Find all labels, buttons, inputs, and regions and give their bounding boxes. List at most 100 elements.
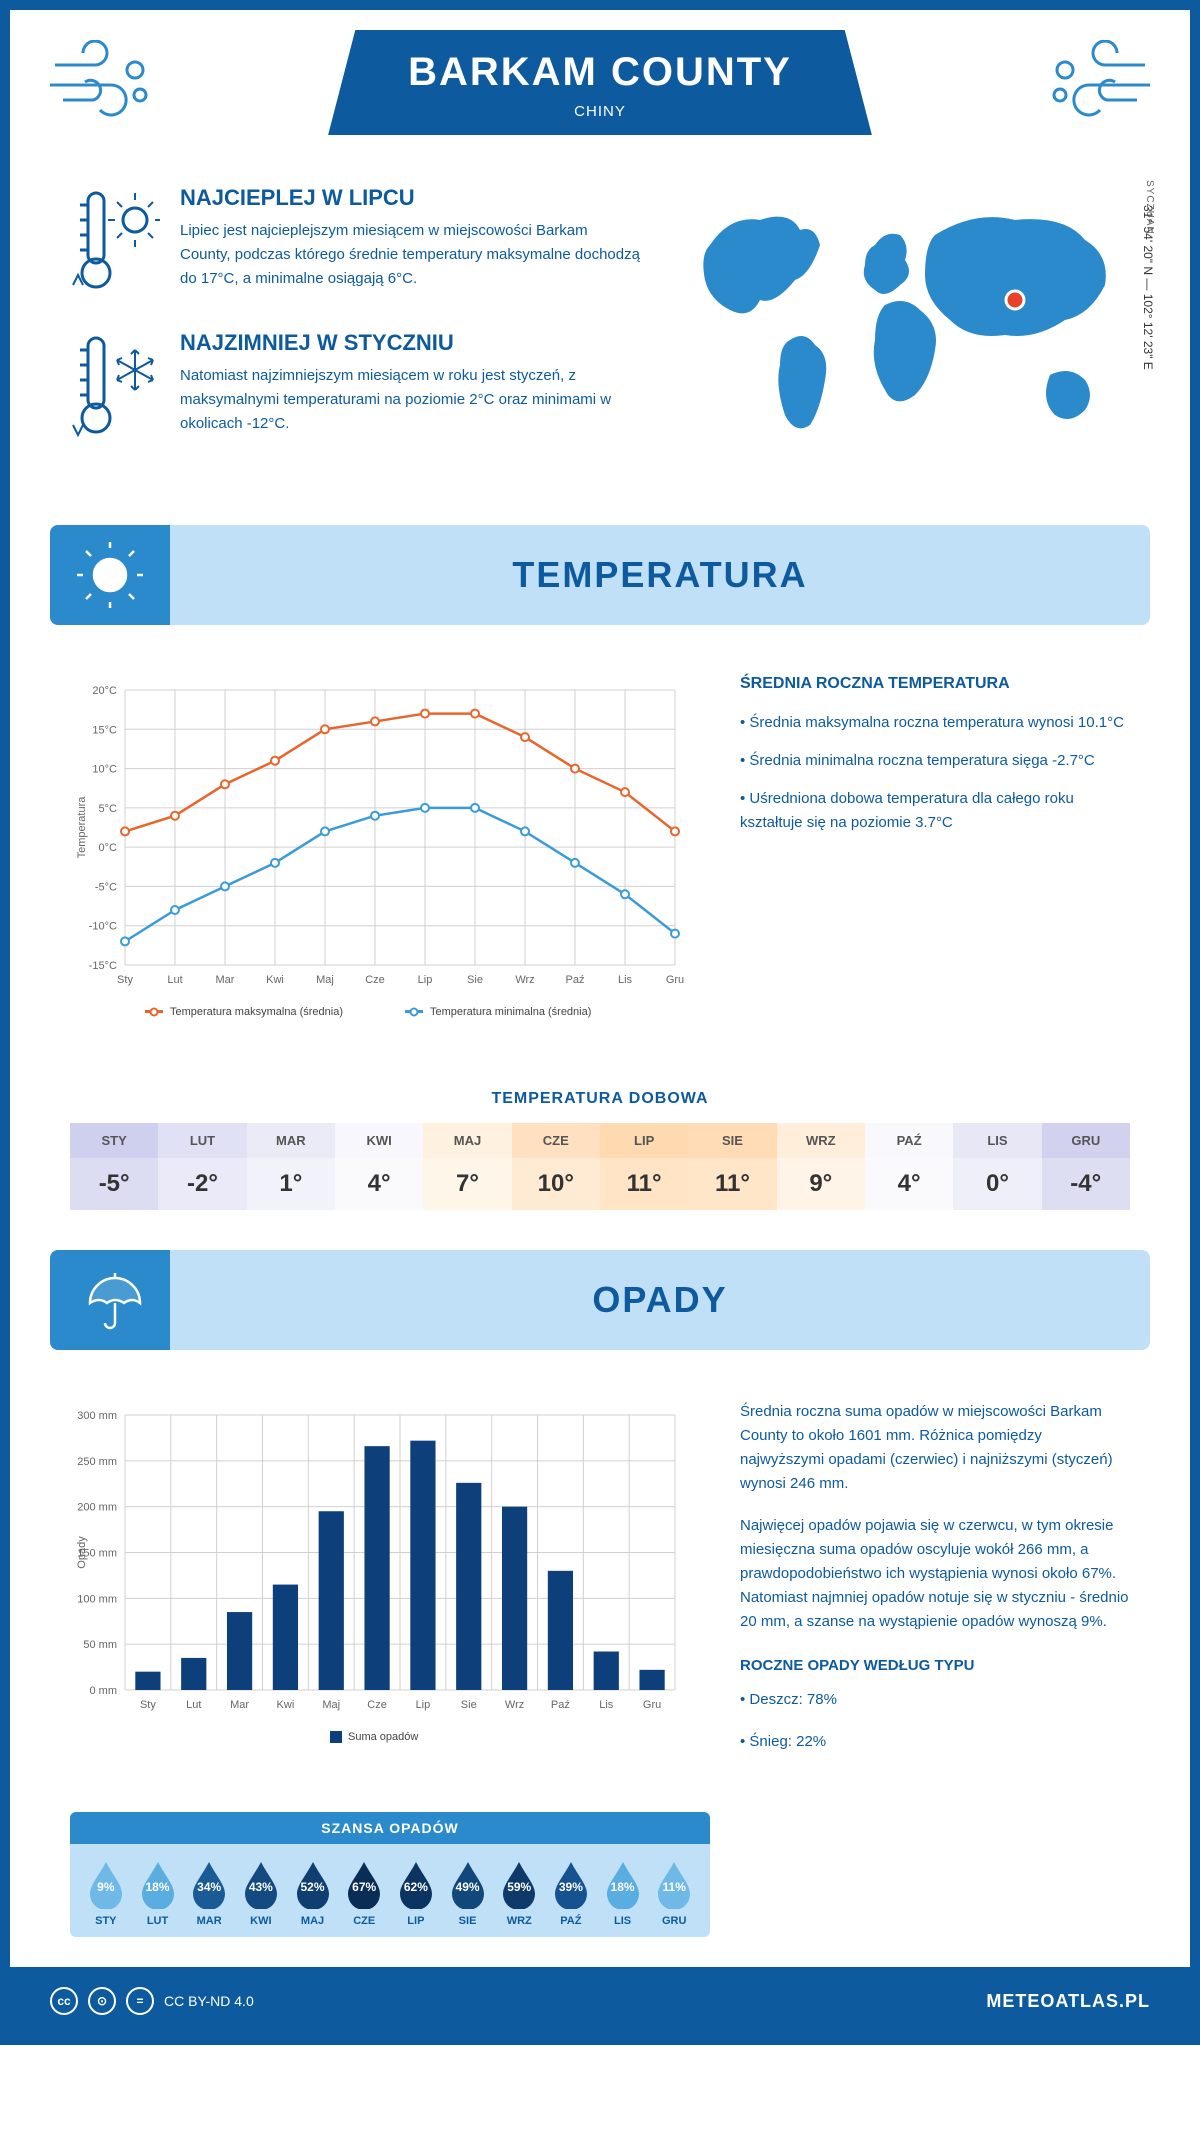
chance-box: SZANSA OPADÓW 9%STY18%LUT34%MAR43%KWI52%… [70,1812,710,1937]
page: BARKAM COUNTY CHINY [0,0,1200,2045]
svg-text:250 mm: 250 mm [77,1456,117,1468]
svg-text:-15°C: -15°C [89,960,117,972]
intro-section: NAJCIEPLEJ W LIPCU Lipiec jest najcieple… [10,175,1190,505]
coordinates: 31° 54' 20" N — 102° 12' 23" E [1141,205,1155,370]
license-text: CC BY-ND 4.0 [164,1993,254,2009]
temp-cell: STY-5° [70,1123,158,1210]
svg-text:Suma opadów: Suma opadów [348,1731,418,1743]
chance-cell: 43%KWI [235,1859,287,1927]
svg-text:Lis: Lis [618,974,633,986]
svg-text:Maj: Maj [316,974,334,986]
svg-text:Sie: Sie [467,974,483,986]
nd-icon: = [126,1987,154,2015]
temperature-chart: -15°C-10°C-5°C0°C5°C10°C15°C20°CStyLutMa… [70,675,690,1040]
fact-coldest-title: NAJZIMNIEJ W STYCZNIU [180,330,640,356]
svg-text:0 mm: 0 mm [90,1685,118,1697]
umbrella-icon [50,1250,170,1350]
chance-cell: 34%MAR [183,1859,235,1927]
facts-column: NAJCIEPLEJ W LIPCU Lipiec jest najcieple… [70,185,640,475]
temp-cell: SIE11° [688,1123,776,1210]
svg-text:Mar: Mar [216,974,235,986]
chance-title: SZANSA OPADÓW [70,1812,710,1844]
page-subtitle: CHINY [408,103,792,120]
temp-cell: MAR1° [247,1123,335,1210]
footer-license: cc ⊙ = CC BY-ND 4.0 [50,1987,254,2015]
svg-text:50 mm: 50 mm [83,1639,117,1651]
svg-text:Kwi: Kwi [266,974,284,986]
footer-site: METEOATLAS.PL [986,1991,1150,2012]
precip-p1: Średnia roczna suma opadów w miejscowośc… [740,1400,1130,1496]
temp-cell: LIS0° [953,1123,1041,1210]
svg-text:300 mm: 300 mm [77,1410,117,1422]
svg-text:Sie: Sie [461,1699,477,1711]
svg-text:Lip: Lip [418,974,433,986]
precip-type-title: ROCZNE OPADY WEDŁUG TYPU [740,1654,1130,1678]
svg-text:100 mm: 100 mm [77,1593,117,1605]
chance-cell: 39%PAŹ [545,1859,597,1927]
chance-cell: 11%GRU [648,1859,700,1927]
temperature-summary: ŚREDNIA ROCZNA TEMPERATURA • Średnia mak… [740,675,1130,1040]
chance-cell: 18%LIS [597,1859,649,1927]
section-head-precip: OPADY [50,1250,1150,1350]
svg-text:Gru: Gru [643,1699,661,1711]
svg-text:Sty: Sty [140,1699,156,1711]
svg-text:5°C: 5°C [99,803,118,815]
svg-text:Sty: Sty [117,974,133,986]
temperature-body: -15°C-10°C-5°C0°C5°C10°C15°C20°CStyLutMa… [10,645,1190,1070]
svg-text:200 mm: 200 mm [77,1502,117,1514]
title-banner: BARKAM COUNTY CHINY [328,30,872,135]
chance-cell: 52%MAJ [287,1859,339,1927]
cc-icon: cc [50,1987,78,2015]
daily-temp-table: STY-5°LUT-2°MAR1°KWI4°MAJ7°CZE10°LIP11°S… [70,1123,1130,1210]
svg-text:-5°C: -5°C [95,881,117,893]
by-icon: ⊙ [88,1987,116,2015]
svg-text:0°C: 0°C [99,842,118,854]
svg-text:Mar: Mar [230,1699,249,1711]
chance-cell: 18%LUT [132,1859,184,1927]
page-title: BARKAM COUNTY [408,50,792,95]
fact-warmest-text: NAJCIEPLEJ W LIPCU Lipiec jest najcieple… [180,185,640,300]
svg-text:Lis: Lis [599,1699,614,1711]
svg-text:20°C: 20°C [92,685,117,697]
temp-summary-p3: • Uśredniona dobowa temperatura dla całe… [740,787,1130,835]
thermometer-snow-icon [70,330,160,445]
svg-text:Paź: Paź [566,974,585,986]
section-title-temperature: TEMPERATURA [170,554,1150,596]
daily-temp-title: TEMPERATURA DOBOWA [10,1090,1190,1108]
wind-icon [1045,40,1155,125]
temp-cell: LIP11° [600,1123,688,1210]
header: BARKAM COUNTY CHINY [10,10,1190,175]
chance-cell: 59%WRZ [493,1859,545,1927]
svg-text:Maj: Maj [322,1699,340,1711]
fact-warmest-body: Lipiec jest najcieplejszym miesiącem w m… [180,219,640,291]
temp-summary-p1: • Średnia maksymalna roczna temperatura … [740,711,1130,735]
svg-text:Opady: Opady [76,1536,88,1569]
svg-text:Kwi: Kwi [277,1699,295,1711]
chance-body: 9%STY18%LUT34%MAR43%KWI52%MAJ67%CZE62%LI… [70,1844,710,1937]
precip-chart: 0 mm50 mm100 mm150 mm200 mm250 mm300 mmS… [70,1400,690,1772]
svg-text:-10°C: -10°C [89,921,117,933]
svg-text:Lip: Lip [416,1699,431,1711]
chance-cell: 49%SIE [442,1859,494,1927]
chance-cell: 9%STY [80,1859,132,1927]
footer: cc ⊙ = CC BY-ND 4.0 METEOATLAS.PL [10,1967,1190,2035]
sun-icon [50,525,170,625]
fact-coldest-text: NAJZIMNIEJ W STYCZNIU Natomiast najzimni… [180,330,640,445]
precip-body: 0 mm50 mm100 mm150 mm200 mm250 mm300 mmS… [10,1370,1190,1792]
temp-cell: MAJ7° [423,1123,511,1210]
svg-text:Wrz: Wrz [515,974,534,986]
svg-text:Paź: Paź [551,1699,570,1711]
fact-warmest: NAJCIEPLEJ W LIPCU Lipiec jest najcieple… [70,185,640,300]
world-map-block: SYCZUAN 31° 54' 20" N — 102° 12' 23" E [680,185,1130,475]
svg-text:Cze: Cze [367,1699,387,1711]
fact-warmest-title: NAJCIEPLEJ W LIPCU [180,185,640,211]
temp-cell: PAŹ4° [865,1123,953,1210]
svg-text:Temperatura minimalna (średnia: Temperatura minimalna (średnia) [430,1006,591,1018]
svg-text:Gru: Gru [666,974,684,986]
svg-text:Wrz: Wrz [505,1699,524,1711]
fact-coldest-body: Natomiast najzimniejszym miesiącem w rok… [180,364,640,436]
temp-summary-p2: • Średnia minimalna roczna temperatura s… [740,749,1130,773]
temp-cell: LUT-2° [158,1123,246,1210]
precip-p2: Najwięcej opadów pojawia się w czerwcu, … [740,1514,1130,1634]
precip-type-rain: • Deszcz: 78% [740,1688,1130,1712]
